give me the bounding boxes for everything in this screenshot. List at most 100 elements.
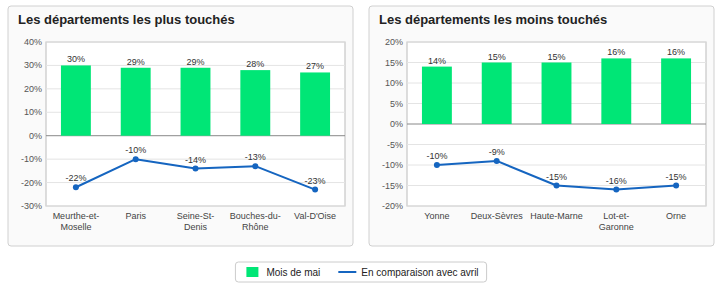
y-tick-label: -15% — [382, 181, 403, 191]
x-tick-label: Val-D'Oise — [294, 211, 336, 221]
bar — [61, 65, 91, 135]
legend: Mois de mai En comparaison avec avril — [235, 262, 486, 282]
grid-line — [46, 206, 345, 207]
bar — [300, 72, 330, 135]
line-label: -14% — [185, 155, 206, 165]
data-labels: 14%15%15%16%16%-10%-9%-15%-16%-15% — [426, 47, 686, 185]
legend-label: En comparaison avec avril — [361, 267, 478, 278]
plot-area — [46, 42, 345, 206]
bar-label: 14% — [428, 56, 446, 66]
x-tick-label-line: Rhône — [242, 222, 269, 232]
line-point — [494, 158, 500, 164]
x-tick-label: Meurthe-et-Moselle — [53, 211, 100, 232]
x-tick-label: Paris — [125, 211, 146, 221]
y-tick-label: -5% — [387, 140, 403, 150]
bar-label: 30% — [67, 54, 85, 64]
bar — [121, 68, 151, 136]
line-point — [673, 183, 679, 189]
bar-label: 16% — [667, 47, 685, 57]
bar — [542, 63, 572, 125]
grid-line — [407, 206, 706, 207]
bar-label: 27% — [306, 61, 324, 71]
y-tick-label: 20% — [24, 84, 42, 94]
legend-item: Mois de mai — [246, 267, 320, 278]
x-tick-label: Seine-St-Denis — [177, 211, 215, 232]
bar — [601, 58, 631, 124]
line-point — [312, 187, 318, 193]
y-tick-label: 0% — [29, 131, 42, 141]
line-label: -23% — [305, 176, 326, 186]
line-label: -10% — [125, 145, 146, 155]
x-tick-label-line: Moselle — [60, 222, 91, 232]
y-tick-label: 20% — [385, 37, 403, 47]
line — [437, 161, 676, 190]
data-labels: 30% 29% 29% 28% 27% -22% -10% -14% -13% -23% — [65, 54, 325, 185]
y-tick-label: -10% — [382, 160, 403, 170]
bar — [422, 67, 452, 124]
x-tick-label: Bouches-du-Rhône — [230, 211, 281, 232]
marks — [61, 65, 330, 192]
y-tick-label: -20% — [382, 201, 403, 211]
legend-label: Mois de mai — [266, 267, 320, 278]
legend-swatch — [246, 267, 258, 277]
line-label: -9% — [489, 147, 505, 157]
y-tick-label: -30% — [21, 201, 42, 211]
x-tick-label: Deux-Sèvres — [471, 211, 524, 221]
y-tick-label: 10% — [385, 78, 403, 88]
title: Les départements les moins touchés — [379, 12, 607, 27]
line-label: -10% — [426, 151, 447, 161]
legend-item: En comparaison avec avril — [338, 267, 478, 278]
line-point — [434, 162, 440, 168]
bar-label: 16% — [607, 47, 625, 57]
bar-label: 28% — [246, 59, 264, 69]
grid-line — [407, 42, 706, 43]
line-label: -13% — [245, 152, 266, 162]
line-label: -16% — [606, 176, 627, 186]
x-tick-label-line: Garonne — [599, 222, 634, 232]
title: Les départements les plus touchés — [18, 12, 235, 27]
bar-label: 29% — [127, 57, 145, 67]
bar-label: 29% — [186, 57, 204, 67]
line-label: -15% — [666, 172, 687, 182]
x-tick-label-line: Lot-et- — [603, 211, 629, 221]
x-tick-label: Yonne — [424, 211, 449, 221]
legend-swatch — [338, 271, 356, 273]
line-point — [133, 156, 139, 162]
x-tick-label-line: Meurthe-et- — [53, 211, 100, 221]
x-tick-label: Lot-et-Garonne — [599, 211, 634, 232]
legend-frame — [235, 262, 486, 282]
y-tick-label: 40% — [24, 37, 42, 47]
bar-label: 15% — [488, 52, 506, 62]
x-tick-label: Haute-Marne — [530, 211, 583, 221]
line-point — [613, 187, 619, 193]
x-tick-label-line: Denis — [184, 222, 208, 232]
chart-root: Les départements les plus touchés -30% -20… — [0, 0, 722, 290]
line-point — [193, 166, 199, 172]
plot-area — [407, 42, 706, 206]
y-tick-label: 10% — [24, 107, 42, 117]
bar — [240, 70, 270, 136]
x-tick-label: Orne — [666, 211, 686, 221]
y-tick-label: 0% — [390, 119, 403, 129]
grid-line — [407, 144, 706, 145]
y-tick-label: 15% — [385, 58, 403, 68]
line-label: -22% — [65, 173, 86, 183]
panel-frame — [8, 6, 353, 246]
x-tick-label-line: Bouches-du- — [230, 211, 281, 221]
bar — [181, 68, 211, 136]
line-point — [73, 184, 79, 190]
line-point — [554, 183, 560, 189]
bar — [661, 58, 691, 124]
bar — [482, 63, 512, 125]
line-label: -15% — [546, 172, 567, 182]
y-tick-label: -20% — [21, 178, 42, 188]
y-tick-label: 30% — [24, 60, 42, 70]
x-tick-label-line: Seine-St- — [177, 211, 215, 221]
panel: Les départements les moins touchés -20% -1… — [369, 6, 714, 246]
line-point — [252, 163, 258, 169]
panel: Les départements les plus touchés -30% -20… — [8, 6, 353, 246]
panel-frame — [369, 6, 714, 246]
grid-line — [46, 42, 345, 43]
y-tick-label: 5% — [390, 99, 403, 109]
y-tick-label: -10% — [21, 154, 42, 164]
